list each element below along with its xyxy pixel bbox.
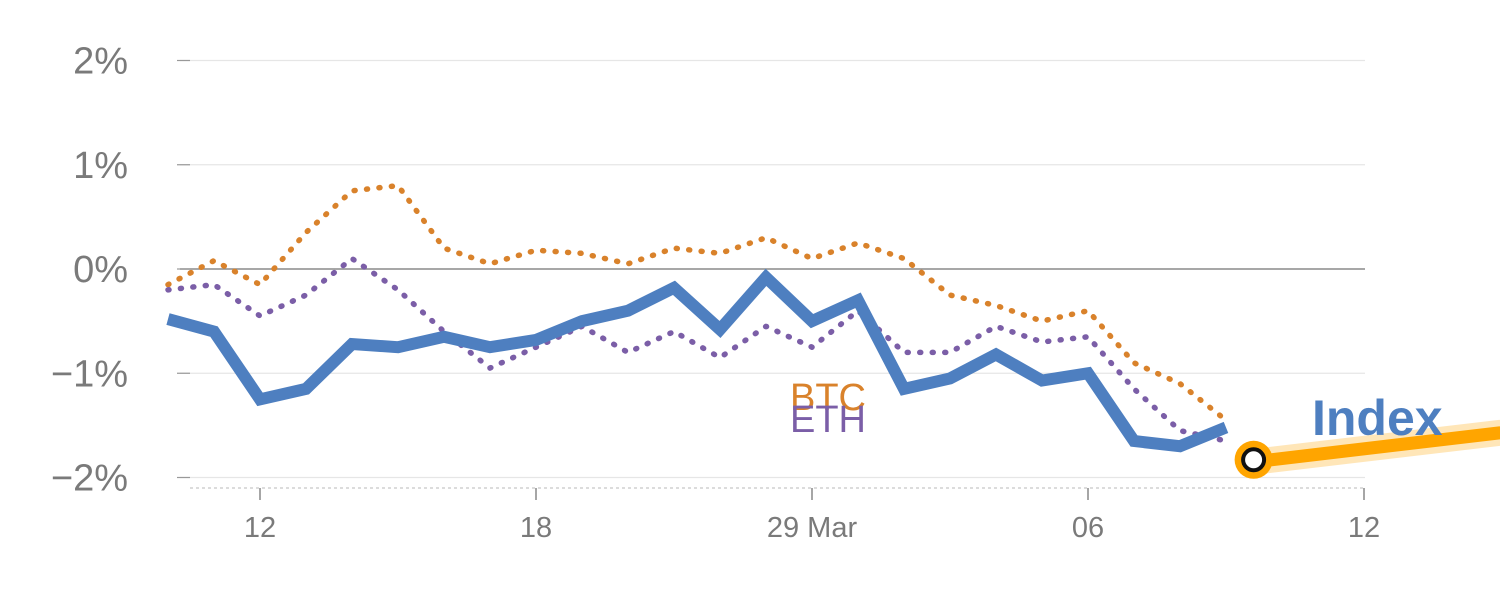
x-tick-label: 18	[520, 512, 552, 544]
x-tick-label: 06	[1072, 512, 1104, 544]
y-tick-label: −1%	[51, 353, 128, 395]
btc-line	[165, 182, 1229, 423]
projection-line	[1252, 426, 1500, 469]
y-tick-label: 2%	[73, 41, 128, 83]
btc-label: BTC	[790, 377, 866, 419]
y-tick-label: 0%	[73, 249, 128, 291]
index-line	[166, 268, 1229, 453]
eth-line	[165, 255, 1229, 444]
y-tick-label: −2%	[51, 458, 128, 500]
grid-layer	[180, 59, 1365, 479]
eth-label: ETH	[790, 399, 866, 441]
x-tick-label: 12	[1348, 512, 1380, 544]
x-tick-label: 12	[244, 512, 276, 544]
series-layer	[165, 182, 1500, 479]
index-label: Index	[1312, 390, 1443, 446]
label-layer: BTC ETH Index	[790, 377, 1443, 446]
y-tick-label: 1%	[73, 145, 128, 187]
x-tick-label: 29 Mar	[767, 512, 858, 544]
current-marker	[1241, 447, 1267, 473]
